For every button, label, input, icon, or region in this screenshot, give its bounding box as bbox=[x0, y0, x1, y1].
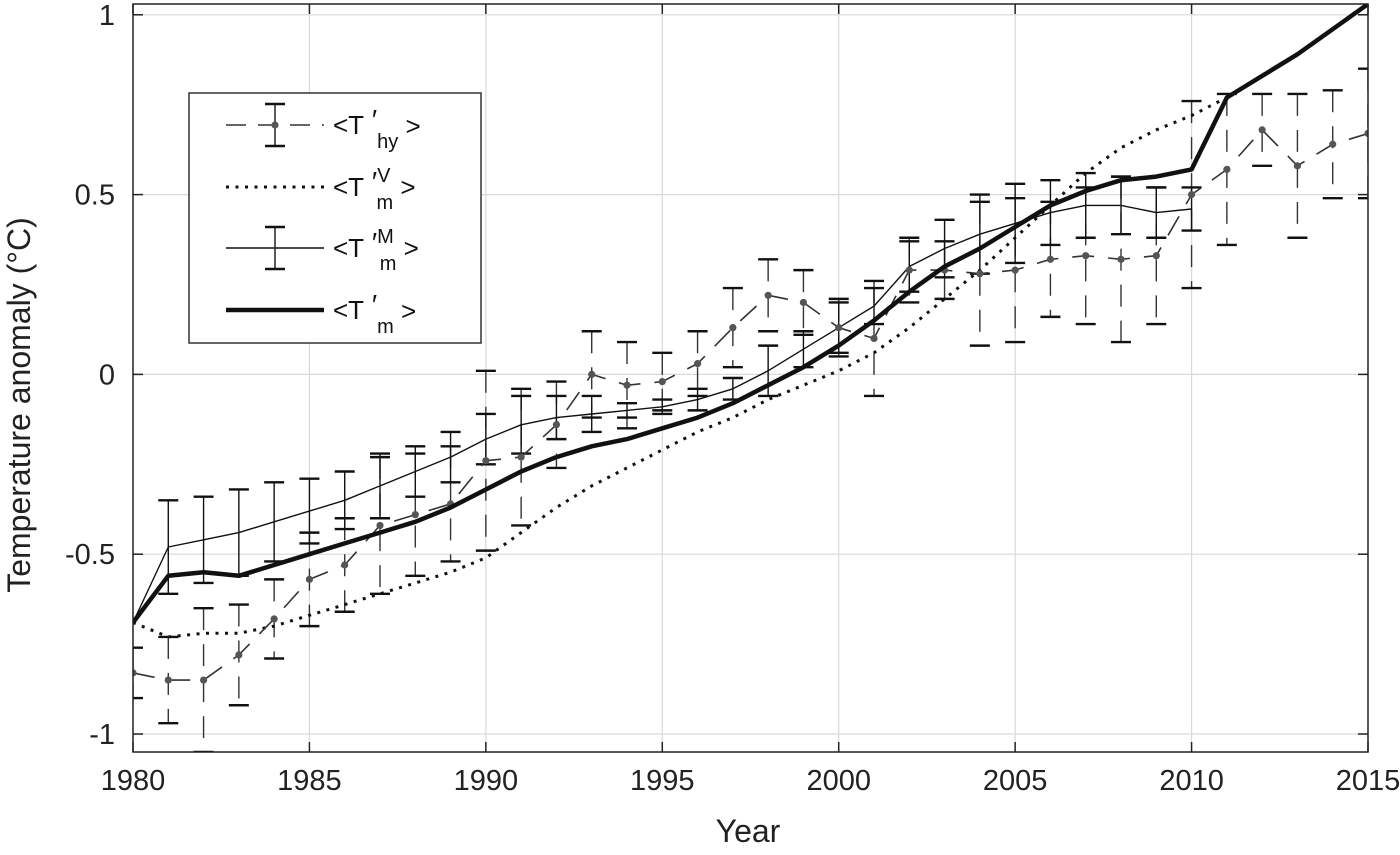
legend-marker bbox=[271, 121, 279, 129]
data-point bbox=[1364, 129, 1368, 138]
data-point bbox=[905, 266, 913, 274]
x-tick-label: 2005 bbox=[983, 765, 1048, 797]
data-point bbox=[552, 421, 561, 429]
data-point bbox=[1152, 252, 1160, 260]
legend-label-part: ′ bbox=[364, 289, 377, 320]
legend-label-2: <T ′M m > bbox=[333, 226, 419, 275]
data-point bbox=[1082, 252, 1090, 260]
data-point bbox=[411, 511, 419, 519]
legend: <T ′hy ><T ′V m ><T ′M m ><T ′m > bbox=[188, 92, 482, 344]
plot-frame bbox=[132, 3, 1369, 753]
legend-box bbox=[188, 92, 482, 344]
data-point bbox=[976, 270, 984, 278]
x-tick-label: 1985 bbox=[277, 765, 342, 797]
data-point bbox=[517, 453, 525, 461]
legend-label-part: > bbox=[396, 233, 418, 263]
y-tick-label: 0.5 bbox=[75, 180, 115, 212]
legend-label-0: <T ′hy > bbox=[333, 104, 421, 153]
legend-label-part: <T bbox=[333, 233, 364, 263]
legend-label-part: ′ bbox=[364, 104, 377, 135]
legend-label-part: > bbox=[398, 111, 420, 141]
series-line-2 bbox=[133, 204, 1192, 623]
legend-label-1: <T ′V m > bbox=[333, 165, 416, 214]
series-line-0 bbox=[133, 129, 1368, 681]
data-point bbox=[588, 370, 596, 379]
data-point bbox=[341, 561, 349, 569]
legend-label-part: > bbox=[394, 296, 416, 326]
data-point bbox=[482, 457, 490, 465]
legend-label-part: m bbox=[376, 192, 393, 214]
data-point bbox=[870, 334, 878, 343]
data-point bbox=[1329, 140, 1337, 148]
data-point bbox=[235, 651, 243, 659]
data-point bbox=[199, 676, 208, 684]
legend-label-part: V bbox=[377, 165, 391, 187]
legend-label-part: m bbox=[380, 253, 397, 275]
legend-label-part: m bbox=[377, 316, 394, 338]
data-point bbox=[270, 615, 278, 623]
data-point bbox=[658, 377, 666, 386]
y-axis-title: Temperature anomaly (°C) bbox=[1, 217, 37, 593]
data-point bbox=[799, 298, 808, 307]
legend-label-3: <T ′m > bbox=[333, 289, 416, 338]
y-tick-label: 1 bbox=[99, 0, 115, 32]
data-point bbox=[729, 324, 737, 332]
data-point bbox=[623, 381, 631, 389]
data-point bbox=[1046, 255, 1055, 263]
x-tick-label: 2000 bbox=[806, 765, 871, 797]
x-tick-label: 1980 bbox=[101, 765, 166, 797]
legend-label-part: > bbox=[393, 172, 415, 202]
data-point bbox=[1117, 255, 1125, 263]
y-tick-label: -0.5 bbox=[65, 539, 115, 571]
data-point bbox=[305, 575, 314, 583]
data-point bbox=[835, 324, 843, 332]
data-point bbox=[764, 291, 772, 299]
x-tick-label: 1990 bbox=[454, 765, 519, 797]
data-point bbox=[1223, 165, 1231, 174]
legend-label-part: ′ bbox=[364, 166, 377, 197]
data-point bbox=[1187, 190, 1196, 199]
data-point bbox=[133, 669, 137, 677]
x-tick-label: 2010 bbox=[1159, 765, 1224, 797]
axis-ticks bbox=[132, 4, 1369, 752]
y-tick-label: -1 bbox=[89, 719, 115, 751]
legend-label-part: hy bbox=[377, 131, 398, 153]
data-point bbox=[164, 676, 172, 684]
data-point bbox=[376, 521, 384, 530]
data-point bbox=[693, 360, 702, 368]
series-line-3 bbox=[133, 4, 1368, 624]
legend-label-part: <T bbox=[333, 295, 364, 325]
data-point bbox=[1258, 126, 1266, 134]
tick-labels: 1980 1985 1990 1995 2000 2005 2010 2015 -1 -0.5 0 0… bbox=[65, 0, 1400, 797]
legend-label-part: ′ bbox=[364, 227, 377, 258]
data-point bbox=[1293, 162, 1302, 170]
x-tick-label: 1995 bbox=[630, 765, 695, 797]
legend-label-part: <T bbox=[333, 172, 364, 202]
legend-label-part: M bbox=[377, 226, 394, 248]
data-point bbox=[1011, 266, 1019, 274]
x-axis-title: Year bbox=[716, 813, 781, 849]
y-tick-label: 0 bbox=[99, 359, 115, 391]
series-layer bbox=[133, 4, 1368, 752]
legend-label-part: <T bbox=[333, 110, 364, 140]
x-tick-label: 2015 bbox=[1336, 765, 1400, 797]
